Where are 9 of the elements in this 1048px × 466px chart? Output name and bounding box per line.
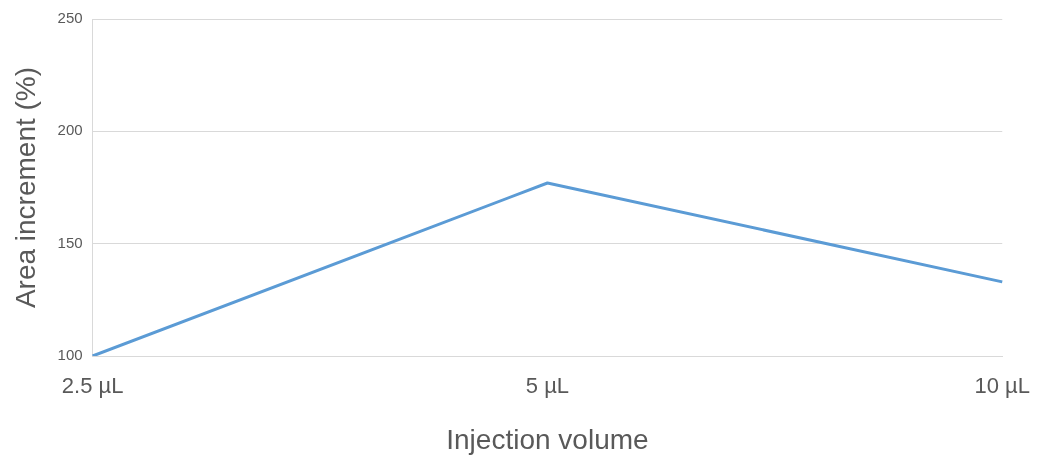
x-tick-label: 5 µL <box>525 373 570 399</box>
y-tick-label: 200 <box>57 121 83 139</box>
y-tick-label: 100 <box>57 346 83 364</box>
x-tick-label: 10 µL <box>974 373 1030 399</box>
y-axis-title: Area increment (%) <box>9 66 41 309</box>
x-tick-label: 2.5 µL <box>61 373 124 399</box>
x-axis-title: Injection volume <box>446 423 649 455</box>
y-tick-label: 250 <box>57 9 83 27</box>
y-tick-label: 150 <box>57 233 83 251</box>
